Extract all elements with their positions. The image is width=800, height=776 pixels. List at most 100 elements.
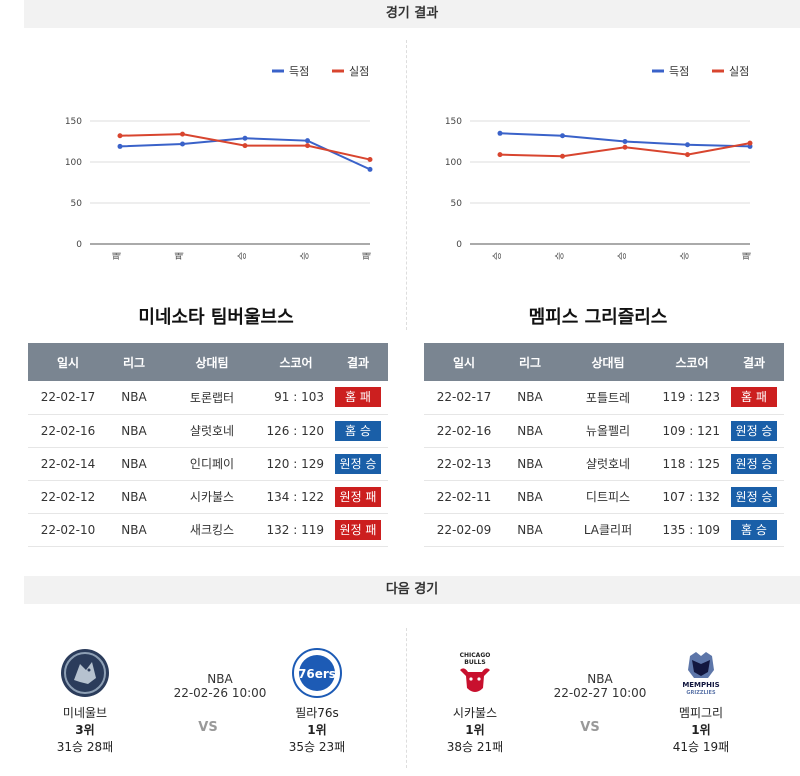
result-badge: 원정 승 [335, 453, 381, 474]
league-cell: NBA [504, 381, 556, 415]
table-row[interactable]: 22-02-16 NBA 뉴올펠리 109 : 121 원정 승 [424, 414, 784, 448]
column-header[interactable]: 결과 [328, 343, 388, 381]
table-row[interactable]: 22-02-12 NBA 시카불스 134 : 122 원정 패 [28, 480, 388, 514]
column-header[interactable]: 상대팀 [556, 343, 660, 381]
column-header[interactable]: 결과 [724, 343, 784, 381]
x-tick-label: 패 [175, 252, 186, 260]
bulls-logo: CHICAGO BULLS [450, 648, 500, 698]
column-header[interactable]: 리그 [108, 343, 160, 381]
svg-text:76ers: 76ers [298, 667, 336, 681]
x-tick-label: 패 [112, 252, 123, 260]
table-row[interactable]: 22-02-13 NBA 샬럿호네 118 : 125 원정 승 [424, 447, 784, 481]
data-point [242, 143, 248, 149]
table-row[interactable]: 22-02-14 NBA 인디페이 120 : 129 원정 승 [28, 447, 388, 481]
legend-label-scored: 득점 [289, 65, 309, 78]
table-row[interactable]: 22-02-16 NBA 샬럿호네 126 : 120 홈 승 [28, 414, 388, 448]
score-chart-memphis: 득점 실점 0 50 100 150 승 승 승 승 패 [445, 65, 753, 260]
svg-text:CHICAGO: CHICAGO [460, 652, 491, 659]
column-divider-bottom [406, 628, 407, 768]
table-row[interactable]: 22-02-17 NBA 포틀트레 119 : 123 홈 패 [424, 381, 784, 415]
data-point [242, 135, 248, 141]
score-cell: 109 : 121 [660, 414, 724, 448]
score-chart-minnesota: 득점 실점 0 50 100 150 패 패 승 승 패 [65, 65, 373, 260]
league-label: NBA [587, 672, 613, 686]
next-game-1[interactable]: 미네울브 3위 31승 28패 NBA 22-02-26 10:00 VS 76… [30, 640, 410, 754]
game-datetime: 22-02-26 10:00 [173, 686, 267, 700]
table-header-row: 일시 리그 상대팀 스코어 결과 [28, 343, 388, 381]
table-row[interactable]: 22-02-09 NBA LA클리퍼 135 : 109 홈 승 [424, 513, 784, 547]
league-cell: NBA [108, 381, 160, 415]
team-name: 시카불스 [452, 706, 498, 720]
score-cell: 118 : 125 [660, 447, 724, 481]
date-cell: 22-02-16 [28, 414, 108, 448]
result-badge: 홈 패 [335, 387, 381, 408]
column-header[interactable]: 스코어 [660, 343, 724, 381]
date-cell: 22-02-09 [424, 513, 504, 547]
data-point [117, 143, 123, 149]
score-cell: 126 : 120 [264, 414, 328, 448]
score-cell: 107 : 132 [660, 480, 724, 514]
x-tick-label: 승 [300, 252, 311, 260]
league-label: NBA [207, 672, 233, 686]
opponent-cell: 포틀트레 [556, 381, 660, 415]
data-point [497, 130, 503, 136]
data-point [367, 157, 373, 163]
team-rank: 1위 [465, 723, 485, 737]
result-cell: 원정 승 [724, 480, 784, 514]
result-cell: 홈 패 [328, 381, 388, 415]
next-game-2-home[interactable]: CHICAGO BULLS 시카불스 1위 38승 21패 [420, 648, 530, 755]
date-cell: 22-02-13 [424, 447, 504, 481]
y-tick-label: 0 [76, 240, 82, 250]
data-point [685, 152, 690, 158]
series-line-scored [119, 137, 371, 171]
team-rank: 3위 [75, 723, 95, 737]
result-cell: 홈 승 [724, 513, 784, 547]
table-header-row: 일시 리그 상대팀 스코어 결과 [424, 343, 784, 381]
x-tick-label: 승 [555, 252, 566, 260]
y-tick-label: 50 [71, 199, 83, 209]
vs-label: VS [198, 720, 218, 735]
team-record: 38승 21패 [446, 740, 504, 754]
results-section-header: 경기 결과 [24, 0, 800, 28]
result-badge: 원정 패 [335, 519, 381, 540]
y-tick-label: 100 [445, 158, 462, 168]
column-header[interactable]: 일시 [424, 343, 504, 381]
column-divider-top [406, 40, 407, 330]
x-tick-label: 승 [237, 252, 248, 260]
table-row[interactable]: 22-02-11 NBA 디트피스 107 : 132 원정 승 [424, 480, 784, 514]
league-cell: NBA [504, 480, 556, 514]
opponent-cell: 샬럿호네 [556, 447, 660, 481]
result-badge: 원정 패 [335, 486, 381, 507]
next-game-1-home[interactable]: 미네울브 3위 31승 28패 [30, 648, 140, 755]
result-badge: 홈 승 [731, 519, 777, 540]
data-point [560, 153, 565, 159]
result-badge: 원정 승 [731, 420, 777, 441]
table-row[interactable]: 22-02-17 NBA 토론랩터 91 : 103 홈 패 [28, 381, 388, 415]
next-game-1-away[interactable]: 76ers 필라76s 1위 35승 23패 [262, 648, 372, 755]
league-cell: NBA [108, 513, 160, 547]
date-cell: 22-02-14 [28, 447, 108, 481]
next-game-2[interactable]: CHICAGO BULLS 시카불스 1위 38승 21패 NBA 22-02-… [410, 640, 790, 754]
chart-right: 득점 실점 0 50 100 150 승 승 승 승 패 [408, 40, 788, 280]
svg-text:GRIZZLIES: GRIZZLIES [686, 690, 716, 696]
column-header[interactable]: 일시 [28, 343, 108, 381]
table-row[interactable]: 22-02-10 NBA 새크킹스 132 : 119 원정 패 [28, 513, 388, 547]
column-header[interactable]: 스코어 [264, 343, 328, 381]
team-rank: 1위 [307, 723, 327, 737]
opponent-cell: 시카불스 [160, 480, 264, 514]
result-cell: 원정 승 [328, 447, 388, 481]
y-tick-label: 150 [65, 117, 82, 127]
result-cell: 홈 승 [328, 414, 388, 448]
game-datetime: 22-02-27 10:00 [553, 686, 647, 700]
vs-label: VS [580, 720, 600, 735]
column-header[interactable]: 리그 [504, 343, 556, 381]
next-game-2-away[interactable]: MEMPHIS GRIZZLIES 멤피그리 1위 41승 19패 [646, 648, 756, 755]
league-cell: NBA [504, 447, 556, 481]
data-point [305, 138, 310, 144]
league-cell: NBA [108, 480, 160, 514]
opponent-cell: 새크킹스 [160, 513, 264, 547]
date-cell: 22-02-17 [424, 381, 504, 415]
column-header[interactable]: 상대팀 [160, 343, 264, 381]
y-tick-label: 100 [65, 158, 82, 168]
